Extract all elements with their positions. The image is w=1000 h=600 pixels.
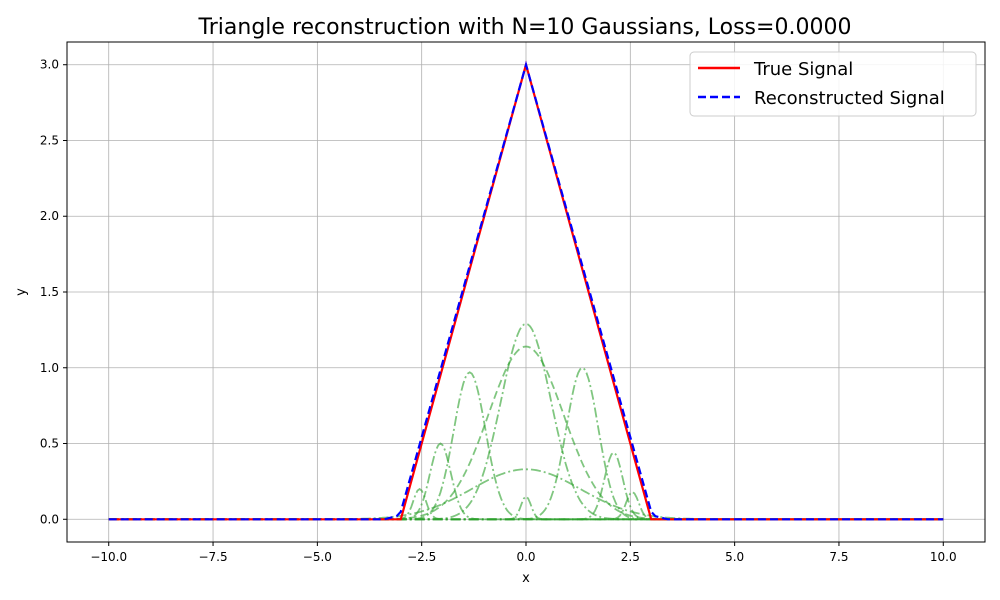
axis-ticks: −10.0 −7.5 −5.0 −2.5 0.0 2.5 5.0 7.5 10.0 0.0 0.5 1… bbox=[40, 58, 957, 564]
y-tick-label: 3.0 bbox=[40, 58, 59, 72]
chart-title: Triangle reconstruction with N=10 Gaussi… bbox=[198, 15, 852, 40]
reconstructed-signal-line bbox=[108, 60, 944, 521]
grid bbox=[67, 42, 985, 542]
y-tick-label: 0.5 bbox=[40, 437, 59, 451]
legend: True Signal Reconstructed Signal bbox=[689, 51, 977, 117]
x-tick-label: 7.5 bbox=[829, 550, 848, 564]
x-tick-label: −10.0 bbox=[90, 550, 127, 564]
y-tick-label: 2.5 bbox=[40, 133, 59, 147]
series-lines bbox=[108, 60, 944, 521]
x-tick-label: −2.5 bbox=[407, 550, 436, 564]
x-tick-label: 2.5 bbox=[621, 550, 640, 564]
y-axis-label: y bbox=[14, 288, 29, 296]
legend-true-label: True Signal bbox=[753, 59, 853, 80]
y-tick-label: 1.0 bbox=[40, 361, 59, 375]
legend-box bbox=[689, 51, 977, 117]
legend-reconstructed-label: Reconstructed Signal bbox=[754, 88, 945, 109]
y-tick-label: 1.5 bbox=[40, 285, 59, 299]
x-axis-label: x bbox=[522, 571, 530, 586]
x-tick-label: −7.5 bbox=[198, 550, 227, 564]
x-tick-label: 5.0 bbox=[725, 550, 744, 564]
y-tick-label: 2.0 bbox=[40, 209, 59, 223]
x-tick-label: 10.0 bbox=[930, 550, 957, 564]
x-tick-label: −5.0 bbox=[303, 550, 332, 564]
y-tick-label: 0.0 bbox=[40, 512, 59, 526]
x-tick-label: 0.0 bbox=[516, 550, 535, 564]
